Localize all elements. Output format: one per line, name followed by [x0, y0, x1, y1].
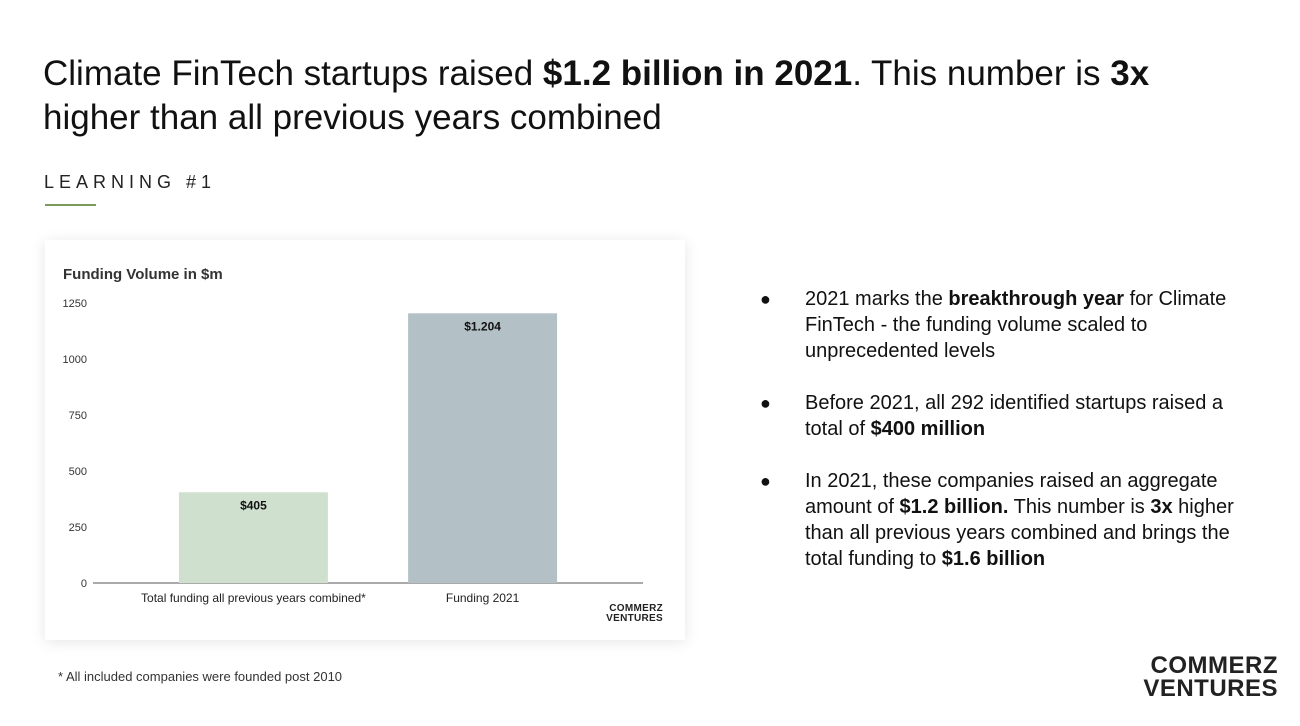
bullet-item: ● 2021 marks the breakthrough year for Cl…: [760, 286, 1260, 364]
bullet-run: $400 million: [870, 418, 986, 440]
bullet-run: $1.2 billion.: [899, 496, 1009, 518]
y-tick-label: 500: [69, 466, 87, 478]
bar: [408, 313, 558, 583]
x-category-label: Total funding all previous years combine…: [141, 591, 366, 605]
bullet-run: higher than all previous years combined …: [805, 496, 1234, 570]
funding-chart-card: Funding Volume in $m 0 250 500 750 1000 1250 $…: [45, 240, 685, 640]
title-run: Climate FinTech startups raised: [43, 54, 543, 93]
footnote: * All included companies were founded po…: [58, 669, 343, 684]
chart-title: Funding Volume in $m: [63, 266, 223, 283]
y-tick-label: 1000: [63, 354, 87, 366]
y-tick-label: 0: [81, 578, 87, 590]
bullet-item: ● In 2021, these companies raised an aggr…: [760, 468, 1260, 572]
chart-logo-line2: VENTURES: [606, 613, 663, 624]
bullet-dot-icon: ●: [760, 393, 771, 413]
bullet-run: Before 2021, all 292 identified startups…: [805, 392, 1224, 440]
bar-data-label: $405: [240, 498, 267, 512]
page-title: Climate FinTech startups raised $1.2 bil…: [43, 52, 1243, 140]
accent-divider: [45, 204, 96, 206]
bullet-run: 3x: [1150, 496, 1173, 518]
brand-logo-line2: VENTURES: [1143, 675, 1278, 702]
bullet-run: for Climate FinTech - the funding volume…: [805, 288, 1227, 362]
bullet-run: This number is: [1008, 496, 1151, 518]
title-run: higher than all previous years combined: [43, 98, 662, 137]
chart-logo: COMMERZ VENTURES: [606, 604, 663, 624]
bullet-run: $1.6 billion: [941, 548, 1046, 570]
y-tick-label: 1250: [63, 298, 87, 310]
section-label: LEARNING #1: [44, 172, 217, 192]
bullet-dot-icon: ●: [760, 471, 771, 491]
bullet-run: breakthrough year: [948, 288, 1125, 310]
y-tick-label: 750: [69, 410, 87, 422]
x-category-label: Funding 2021: [446, 591, 520, 605]
title-run: 3x: [1110, 54, 1150, 93]
bullet-run: In 2021, these companies raised an aggre…: [805, 470, 1218, 518]
bullet-dot-icon: ●: [760, 289, 771, 309]
bullet-item: ● Before 2021, all 292 identified startup…: [760, 390, 1260, 442]
key-findings-list: ● 2021 marks the breakthrough year for Cl…: [760, 286, 1260, 598]
chart-logo-line1: COMMERZ: [609, 603, 663, 614]
funding-bar-chart: 0 250 500 750 1000 1250 $405 Total funding all …: [63, 298, 643, 605]
bar: [178, 492, 328, 583]
y-tick-label: 250: [69, 522, 87, 534]
title-run: . This number is: [852, 54, 1111, 93]
bar-data-label: $1.204: [464, 319, 501, 333]
bullet-run: 2021 marks the: [805, 288, 949, 310]
brand-logo: COMMERZ VENTURES: [1143, 652, 1278, 702]
brand-logo-line1: COMMERZ: [1150, 652, 1278, 679]
title-run: $1.2 billion in 2021: [542, 54, 853, 93]
